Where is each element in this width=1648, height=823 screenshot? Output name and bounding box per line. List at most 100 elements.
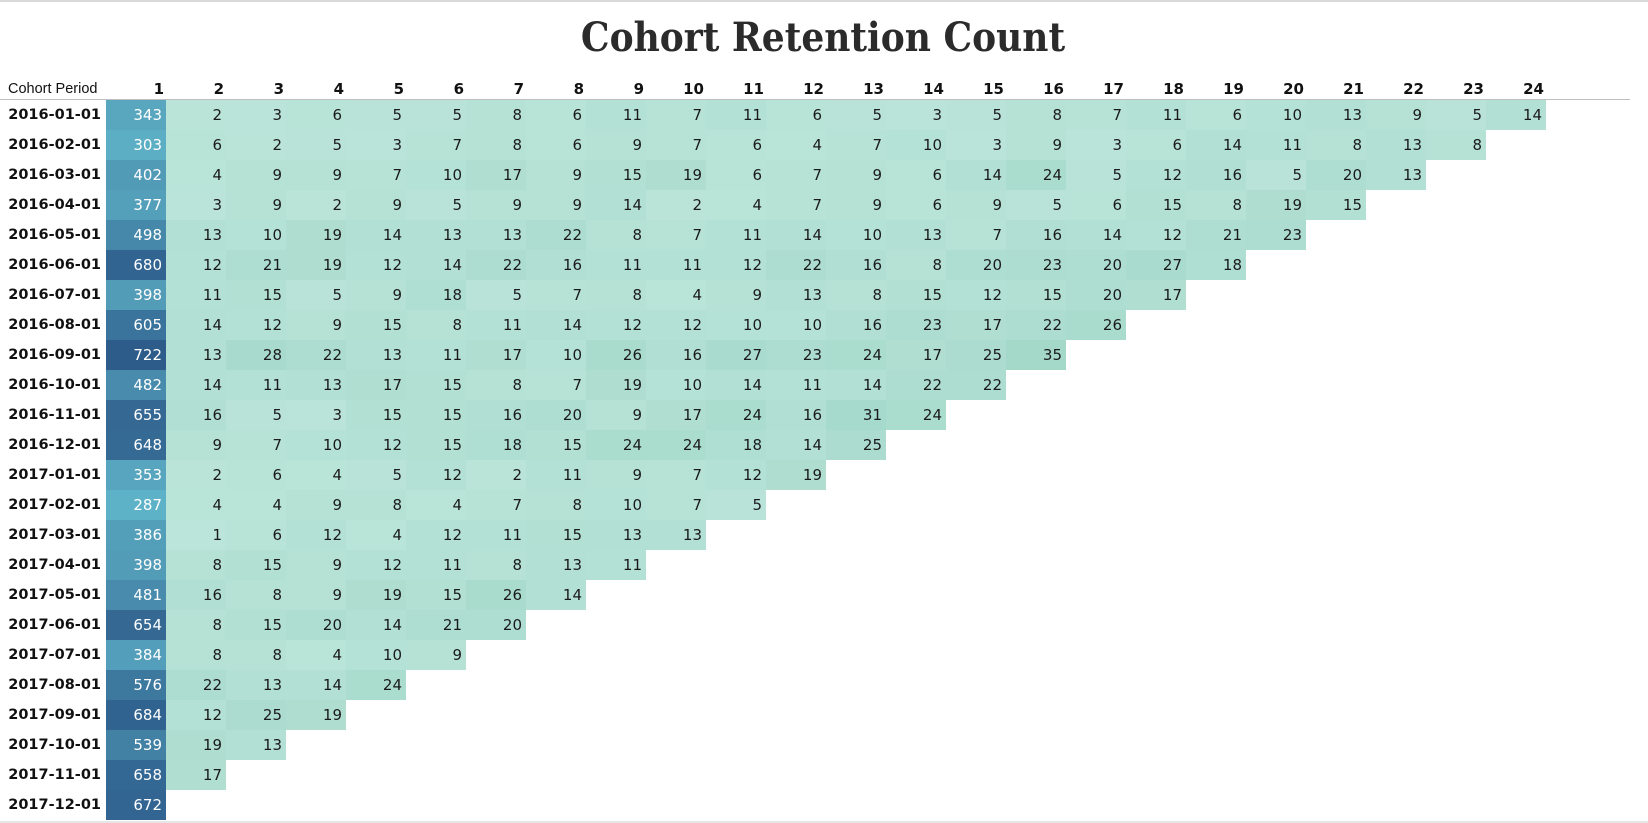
retention-cell: 9	[526, 160, 586, 190]
retention-cell: 10	[886, 130, 946, 160]
retention-cell: 17	[346, 370, 406, 400]
retention-cell: 14	[346, 610, 406, 640]
column-header: 12	[803, 80, 824, 98]
cohort-size-cell: 498	[106, 220, 166, 250]
column-header: 15	[983, 80, 1004, 98]
cohort-label: 2017-06-01	[8, 617, 101, 633]
retention-cell: 2	[286, 190, 346, 220]
retention-cell: 11	[526, 460, 586, 490]
retention-cell: 12	[646, 310, 706, 340]
retention-cell: 12	[226, 310, 286, 340]
cohort-label: 2017-01-01	[8, 467, 101, 483]
cohort-label: 2016-07-01	[8, 287, 101, 303]
retention-cell: 12	[586, 310, 646, 340]
retention-cell: 10	[226, 220, 286, 250]
retention-cell: 17	[946, 310, 1006, 340]
retention-cell: 21	[406, 610, 466, 640]
retention-cell: 21	[1186, 220, 1246, 250]
cohort-label: 2016-05-01	[8, 227, 101, 243]
retention-cell: 18	[406, 280, 466, 310]
retention-cell: 2	[226, 130, 286, 160]
retention-cell: 17	[886, 340, 946, 370]
retention-cell: 24	[586, 430, 646, 460]
retention-cell: 13	[166, 220, 226, 250]
retention-cell: 5	[1426, 100, 1486, 130]
retention-cell: 6	[766, 100, 826, 130]
retention-cell: 7	[1066, 100, 1126, 130]
retention-cell: 9	[346, 190, 406, 220]
cohort-label: 2017-02-01	[8, 497, 101, 513]
cohort-size-cell: 576	[106, 670, 166, 700]
cohort-label: 2017-04-01	[8, 557, 101, 573]
retention-cell: 16	[766, 400, 826, 430]
retention-cell: 21	[226, 250, 286, 280]
retention-cell: 9	[586, 400, 646, 430]
retention-cell: 22	[1006, 310, 1066, 340]
retention-cell: 8	[226, 640, 286, 670]
cohort-label: 2016-11-01	[8, 407, 101, 423]
cohort-size-cell: 343	[106, 100, 166, 130]
retention-cell: 12	[346, 250, 406, 280]
cohort-size-cell: 398	[106, 550, 166, 580]
retention-cell: 3	[166, 190, 226, 220]
retention-cell: 3	[886, 100, 946, 130]
retention-cell: 10	[646, 370, 706, 400]
retention-cell: 12	[166, 700, 226, 730]
cohort-label: 2017-07-01	[8, 647, 101, 663]
retention-cell: 14	[766, 220, 826, 250]
retention-cell: 16	[1186, 160, 1246, 190]
retention-cell: 25	[826, 430, 886, 460]
cohort-size-cell: 684	[106, 700, 166, 730]
retention-cell: 3	[226, 100, 286, 130]
retention-cell: 9	[226, 160, 286, 190]
retention-cell: 24	[1006, 160, 1066, 190]
retention-cell: 9	[466, 190, 526, 220]
retention-cell: 4	[706, 190, 766, 220]
retention-cell: 15	[1006, 280, 1066, 310]
retention-cell: 22	[886, 370, 946, 400]
retention-cell: 6	[526, 130, 586, 160]
retention-cell: 19	[346, 580, 406, 610]
cohort-label: 2016-08-01	[8, 317, 101, 333]
retention-cell: 17	[466, 160, 526, 190]
cohort-size-cell: 722	[106, 340, 166, 370]
cohort-size-cell: 398	[106, 280, 166, 310]
column-header: 3	[273, 80, 284, 98]
retention-cell: 26	[586, 340, 646, 370]
retention-cell: 7	[766, 190, 826, 220]
cohort-size-cell: 287	[106, 490, 166, 520]
retention-cell: 12	[346, 430, 406, 460]
retention-cell: 4	[286, 460, 346, 490]
column-header: 8	[573, 80, 584, 98]
cohort-label: 2016-09-01	[8, 347, 101, 363]
column-header: 19	[1223, 80, 1244, 98]
retention-cell: 13	[166, 340, 226, 370]
retention-cell: 6	[1126, 130, 1186, 160]
retention-cell: 9	[226, 190, 286, 220]
column-header: 18	[1163, 80, 1184, 98]
retention-cell: 11	[466, 310, 526, 340]
retention-cell: 15	[226, 280, 286, 310]
retention-cell: 8	[826, 280, 886, 310]
retention-cell: 4	[406, 490, 466, 520]
retention-cell: 16	[166, 400, 226, 430]
retention-cell: 7	[826, 130, 886, 160]
retention-cell: 14	[286, 670, 346, 700]
retention-cell: 9	[1366, 100, 1426, 130]
retention-cell: 6	[1186, 100, 1246, 130]
retention-cell: 8	[226, 580, 286, 610]
retention-cell: 13	[406, 220, 466, 250]
retention-cell: 7	[646, 220, 706, 250]
retention-cell: 14	[526, 580, 586, 610]
retention-cell: 7	[646, 490, 706, 520]
retention-cell: 3	[346, 130, 406, 160]
cohort-label: 2016-10-01	[8, 377, 101, 393]
retention-cell: 8	[166, 640, 226, 670]
column-header: 13	[863, 80, 884, 98]
retention-cell: 13	[346, 340, 406, 370]
retention-cell: 9	[826, 190, 886, 220]
retention-cell: 16	[466, 400, 526, 430]
retention-cell: 19	[286, 220, 346, 250]
retention-cell: 14	[586, 190, 646, 220]
retention-cell: 13	[586, 520, 646, 550]
